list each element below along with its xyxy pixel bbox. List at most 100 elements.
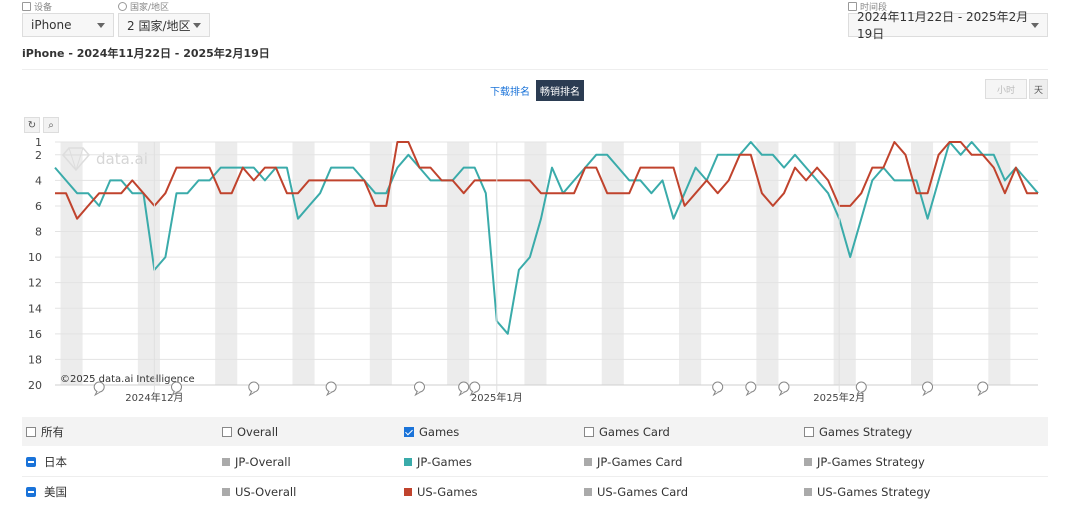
daily-button[interactable]: 天 <box>1029 79 1048 99</box>
page-subtitle: iPhone - 2024年11月22日 - 2025年2月19日 <box>22 47 270 60</box>
watermark: data.ai <box>62 147 148 172</box>
legend-item[interactable]: US-Overall <box>222 477 296 506</box>
reset-zoom-button[interactable]: ↻ <box>24 117 40 133</box>
legend-header: 所有 Overall Games Games Card Games Strate… <box>22 417 1048 446</box>
swatch <box>222 487 230 496</box>
divider <box>22 69 1048 70</box>
y-tick-label: 1 <box>35 136 42 149</box>
country-select-value: 2 国家/地区 <box>127 18 191 33</box>
collapse-icon[interactable] <box>26 486 36 497</box>
legend-header-label: Games Card <box>599 424 670 439</box>
event-marker-icon <box>469 381 481 397</box>
country-label: 国家/地区 <box>118 0 169 13</box>
event-marker-icon <box>855 381 867 397</box>
legend-item[interactable]: US-Games <box>404 477 478 506</box>
legend-overall[interactable]: Overall <box>222 417 278 446</box>
event-marker-icon <box>977 381 989 397</box>
chevron-down-icon <box>1031 22 1039 28</box>
period-select-value: 2024年11月22日 - 2025年2月19日 <box>857 10 1029 41</box>
event-marker-icon <box>458 381 470 397</box>
y-tick-label: 18 <box>28 353 42 366</box>
device-select-value: iPhone <box>31 18 72 32</box>
event-marker-icon <box>413 381 425 397</box>
weekend-band <box>601 142 624 385</box>
event-marker-icon <box>745 381 757 397</box>
zoom-icon: ⌕ <box>48 119 54 131</box>
event-marker-icon <box>712 381 724 397</box>
y-axis: 12 4 6 8 10 12 14 16 18 20 <box>28 136 42 392</box>
legend-header-label: Games <box>419 424 460 439</box>
y-tick-label: 16 <box>28 328 42 341</box>
y-tick-label: 8 <box>35 226 42 239</box>
legend-item[interactable]: JP-Games Card <box>584 447 682 476</box>
hourly-button[interactable]: 小时 <box>985 79 1027 99</box>
weekend-band <box>833 142 856 385</box>
checkbox-games-strategy[interactable] <box>804 426 814 437</box>
y-tick-label: 10 <box>28 251 42 264</box>
device-select[interactable]: iPhone <box>22 13 114 37</box>
swatch <box>584 457 592 466</box>
swatch <box>404 457 412 466</box>
weekend-band <box>756 142 779 385</box>
legend-item[interactable]: JP-Overall <box>222 447 291 476</box>
y-tick-label: 4 <box>35 174 42 187</box>
y-tick-label: 12 <box>28 277 42 290</box>
weekend-band <box>447 142 470 385</box>
checkbox-all[interactable] <box>26 426 36 437</box>
swatch <box>804 457 812 466</box>
chevron-down-icon <box>97 22 105 28</box>
grossing-rank-tab[interactable]: 畅销排名 <box>536 80 584 101</box>
weekend-band <box>524 142 547 385</box>
y-tick-label: 14 <box>28 302 42 315</box>
legend-games[interactable]: Games <box>404 417 459 446</box>
legend-header-label: Overall <box>237 424 279 439</box>
swatch <box>404 487 412 496</box>
zoom-button[interactable]: ⌕ <box>43 117 59 133</box>
legend-item[interactable]: US-Games Card <box>584 477 688 506</box>
event-marker-icon <box>922 381 934 397</box>
country-select[interactable]: 2 国家/地区 <box>118 13 210 37</box>
x-tick-label: 2025年1月 <box>471 391 523 404</box>
swatch <box>222 457 230 466</box>
event-marker-icon <box>248 381 260 397</box>
event-marker-icon <box>170 381 182 397</box>
y-tick-label: 20 <box>28 379 42 392</box>
period-select[interactable]: 2024年11月22日 - 2025年2月19日 <box>848 10 1048 41</box>
legend-games-card[interactable]: Games Card <box>584 417 670 446</box>
checkbox-games[interactable] <box>404 426 414 437</box>
legend-all[interactable]: 所有 <box>26 417 64 446</box>
legend-header-label: 所有 <box>41 424 64 439</box>
swatch <box>804 487 812 496</box>
period-label: 时间段 <box>848 0 887 13</box>
device-icon <box>22 2 31 11</box>
checkbox-overall[interactable] <box>222 426 232 437</box>
x-tick-label: 2024年12月 <box>125 391 183 404</box>
series-lines <box>54 141 1039 335</box>
legend-item[interactable]: JP-Games <box>404 447 472 476</box>
country-toggle-jp[interactable]: 日本 <box>26 447 67 476</box>
copyright-text: ©2025 data.ai Intelligence <box>60 374 195 385</box>
reset-icon: ↻ <box>27 119 37 131</box>
weekend-band <box>988 142 1011 385</box>
series-line-us-games <box>55 141 1038 220</box>
country-toggle-us[interactable]: 美国 <box>26 477 67 506</box>
chevron-down-icon <box>193 22 201 28</box>
legend-item[interactable]: JP-Games Strategy <box>804 447 925 476</box>
watermark-text: data.ai <box>96 150 148 168</box>
event-marker-icon <box>325 381 337 397</box>
diamond-logo-icon <box>62 147 90 172</box>
download-rank-tab[interactable]: 下载排名 <box>490 87 530 98</box>
collapse-icon[interactable] <box>26 456 36 467</box>
event-marker-icon <box>778 381 790 397</box>
legend-games-strategy[interactable]: Games Strategy <box>804 417 912 446</box>
calendar-icon <box>848 2 857 11</box>
weekend-band <box>215 142 238 385</box>
legend-row-us: 美国 US-Overall US-Games US-Games Card US-… <box>22 477 1048 506</box>
checkbox-games-card[interactable] <box>584 426 594 437</box>
device-label: 设备 <box>22 0 52 13</box>
rank-toggle: 下载排名 畅销排名 <box>488 80 584 101</box>
country-label: 美国 <box>44 484 67 499</box>
legend-item[interactable]: US-Games Strategy <box>804 477 930 506</box>
globe-icon <box>118 2 127 11</box>
swatch <box>584 487 592 496</box>
